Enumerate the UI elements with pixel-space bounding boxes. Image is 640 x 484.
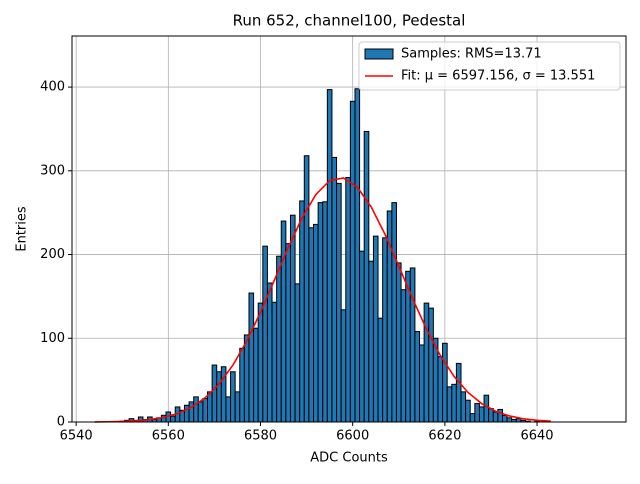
histogram-bar: [216, 371, 222, 423]
histogram-bar: [469, 413, 476, 423]
histogram-bar: [317, 202, 324, 423]
histogram-bar: [349, 100, 356, 423]
histogram-bar: [285, 243, 291, 423]
histogram-bar: [322, 201, 328, 423]
histogram-bar: [202, 398, 209, 423]
histogram-bar: [377, 317, 384, 423]
histogram-bar: [183, 404, 190, 423]
histogram-bar: [488, 408, 494, 423]
histogram-bar: [497, 408, 503, 423]
histogram-bar: [253, 327, 259, 423]
histogram-bar: [409, 267, 416, 423]
y-axis-label: Entries: [15, 206, 30, 252]
histogram-bar: [313, 223, 319, 423]
histogram-bar: [382, 237, 388, 423]
histogram-bar: [193, 396, 199, 423]
histogram-bar: [359, 250, 365, 423]
legend-patch: [364, 48, 394, 60]
histogram-bar: [207, 391, 213, 423]
histogram-bar: [188, 401, 195, 423]
histogram-bar: [460, 391, 467, 423]
histogram-bar: [266, 282, 273, 423]
histogram-bar: [395, 262, 402, 423]
plot-frame: [71, 35, 627, 423]
histogram-bar: [326, 89, 333, 423]
histogram-bar: [437, 356, 444, 423]
histogram-bar: [331, 156, 338, 423]
histogram-bar: [363, 130, 370, 423]
histogram-bar: [276, 255, 282, 423]
histogram-bar: [354, 88, 361, 423]
histogram-bar: [280, 220, 287, 423]
histogram-bar: [262, 245, 268, 423]
histogram-bar: [474, 403, 480, 423]
histogram-bar: [478, 406, 485, 423]
histogram-bar: [492, 411, 499, 423]
histogram-bar: [405, 270, 411, 423]
fit-line: [94, 177, 551, 423]
histogram-bar: [234, 391, 241, 423]
histogram-bar: [455, 362, 462, 423]
histogram-bar: [515, 418, 522, 423]
histogram-bar: [419, 344, 425, 423]
histogram-bar: [239, 347, 245, 423]
histogram-bar: [372, 235, 379, 423]
histogram-bar: [465, 399, 471, 423]
histogram-bar: [289, 214, 296, 423]
histogram-bar: [400, 289, 407, 423]
histogram-bar: [170, 415, 176, 423]
x-tick-label: 6640: [520, 429, 553, 444]
histogram-bar: [501, 414, 508, 423]
histogram-bar: [446, 386, 453, 423]
y-tick-label: 0: [57, 415, 65, 430]
histogram-bar: [299, 200, 305, 423]
legend-label: Fit: μ = 6597.156, σ = 13.551: [401, 69, 595, 84]
histogram-bar: [340, 309, 347, 423]
histogram-bar: [303, 155, 310, 423]
histogram-bar: [248, 292, 255, 423]
histogram-bar: [336, 182, 342, 423]
histogram-bar: [428, 307, 434, 423]
x-tick-label: 6600: [336, 429, 369, 444]
histogram-bar: [368, 260, 374, 423]
histogram-bar: [442, 342, 448, 423]
histogram-bar: [294, 283, 301, 423]
histogram-bar: [423, 302, 430, 423]
histogram-bar: [225, 396, 232, 423]
y-tick-label: 400: [40, 80, 65, 95]
histogram-bar: [243, 334, 250, 423]
histogram-bar: [451, 383, 457, 423]
histogram-bar: [345, 177, 351, 423]
x-tick-label: 6620: [428, 429, 461, 444]
histogram-bar: [271, 301, 278, 423]
x-tick-label: 6560: [152, 429, 185, 444]
y-tick-label: 100: [40, 331, 65, 346]
x-axis-label: ADC Counts: [310, 451, 388, 466]
histogram-bar: [211, 364, 218, 423]
histogram-bar: [506, 417, 513, 423]
histogram-bar: [414, 331, 421, 423]
histogram-bar: [483, 394, 490, 423]
chart-title: Run 652, channel100, Pedestal: [233, 12, 466, 30]
legend-box: [358, 41, 621, 91]
histogram-bar: [391, 202, 397, 423]
x-tick-label: 6580: [244, 429, 277, 444]
histogram-bar: [197, 401, 204, 423]
histogram-bar: [308, 227, 315, 423]
x-tick-label: 6540: [60, 429, 93, 444]
legend-label: Samples: RMS=13.71: [401, 47, 542, 62]
histogram-bar: [257, 302, 264, 423]
y-tick-label: 200: [40, 247, 65, 262]
histogram-bar: [230, 371, 236, 423]
y-tick-label: 300: [40, 163, 65, 178]
